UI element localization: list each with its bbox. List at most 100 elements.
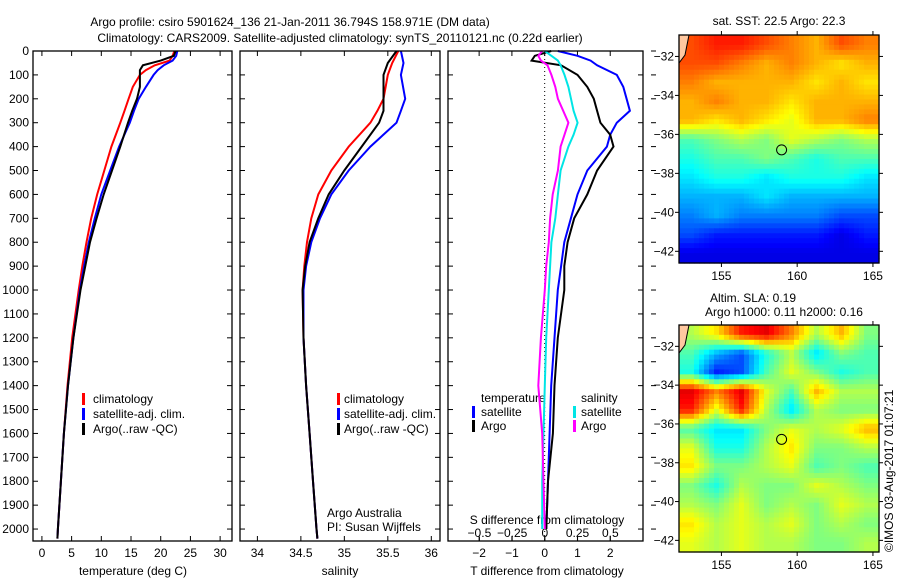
heatmap-cell	[799, 443, 805, 449]
heatmap-cell	[814, 408, 820, 415]
heatmap-cell	[739, 89, 745, 96]
heatmap-cell	[709, 253, 715, 259]
heatmap-cell	[754, 228, 760, 234]
heatmap-cell	[699, 349, 705, 356]
heatmap-cell	[809, 463, 815, 469]
heatmap-cell	[849, 542, 855, 548]
heatmap-cell	[854, 522, 860, 528]
heatmap-cell	[854, 153, 860, 160]
heatmap-cell	[719, 394, 725, 400]
heatmap-cell	[689, 438, 695, 445]
heatmap-cell	[859, 463, 865, 469]
heatmap-cell	[764, 537, 770, 543]
heatmap-cell	[789, 64, 795, 71]
heatmap-cell	[874, 193, 880, 200]
heatmap-cell	[804, 374, 810, 380]
heatmap-cell	[849, 99, 855, 105]
heatmap-cell	[769, 354, 775, 361]
x-tick-label: 1	[574, 546, 581, 560]
heatmap-cell	[704, 149, 710, 155]
heatmap-cell	[799, 64, 805, 71]
heatmap-cell	[849, 144, 855, 150]
heatmap-cell	[749, 497, 755, 504]
heatmap-cell	[739, 482, 745, 489]
heatmap-cell	[854, 173, 860, 180]
heatmap-cell	[714, 243, 720, 249]
heatmap-cell	[874, 532, 880, 538]
heatmap-cell	[874, 149, 880, 155]
heatmap-cell	[724, 104, 730, 110]
heatmap-cell	[749, 79, 755, 86]
heatmap-cell	[824, 193, 830, 200]
heatmap-cell	[819, 44, 825, 51]
heatmap-cell	[719, 468, 725, 474]
heatmap-cell	[739, 208, 745, 215]
heatmap-cell	[744, 379, 750, 385]
heatmap-cell	[849, 49, 855, 56]
heatmap-cell	[714, 448, 720, 454]
heatmap-cell	[859, 253, 865, 259]
heatmap-cell	[749, 487, 755, 494]
heatmap-cell	[744, 339, 750, 346]
heatmap-cell	[849, 183, 855, 190]
heatmap-cell	[874, 334, 880, 341]
heatmap-cell	[699, 183, 705, 190]
heatmap-cell	[774, 418, 780, 425]
heatmap-cell	[739, 35, 745, 41]
heatmap-cell	[744, 163, 750, 170]
heatmap-cell	[789, 59, 795, 66]
heatmap-cell	[854, 104, 860, 110]
heatmap-cell	[754, 379, 760, 385]
heatmap-cell	[724, 198, 730, 205]
heatmap-cell	[824, 243, 830, 249]
heatmap-cell	[859, 39, 865, 46]
heatmap-cell	[819, 129, 825, 135]
heatmap-cell	[759, 114, 765, 120]
heatmap-cell	[804, 413, 810, 420]
heatmap-cell	[794, 453, 800, 459]
heatmap-cell	[689, 497, 695, 504]
heatmap-cell	[734, 364, 740, 371]
heatmap-cell	[754, 334, 760, 341]
heatmap-cell	[744, 453, 750, 459]
heatmap-cell	[814, 344, 820, 351]
heatmap-cell	[699, 487, 705, 494]
heatmap-cell	[699, 99, 705, 105]
heatmap-cell	[684, 468, 690, 474]
heatmap-cell	[844, 134, 850, 140]
heatmap-cell	[814, 193, 820, 200]
heatmap-cell	[764, 325, 770, 331]
heatmap-cell	[854, 89, 860, 96]
heatmap-cell	[739, 443, 745, 449]
heatmap-cell	[749, 384, 755, 390]
heatmap-cell	[804, 487, 810, 494]
heatmap-cell	[754, 344, 760, 351]
heatmap-cell	[869, 84, 875, 91]
heatmap-cell	[714, 492, 720, 499]
heatmap-cell	[684, 547, 690, 553]
heatmap-cell	[824, 144, 830, 150]
heatmap-cell	[859, 233, 865, 239]
heatmap-cell	[844, 193, 850, 200]
heatmap-cell	[814, 39, 820, 46]
heatmap-cell	[874, 344, 880, 351]
heatmap-cell	[784, 334, 790, 341]
heatmap-cell	[794, 542, 800, 548]
heatmap-cell	[844, 344, 850, 351]
heatmap-cell	[854, 423, 860, 430]
heatmap-cell	[679, 349, 685, 356]
heatmap-cell	[749, 394, 755, 400]
heatmap-cell	[864, 183, 870, 190]
y-tick-label: −38	[654, 166, 675, 180]
heatmap-cell	[729, 129, 735, 135]
heatmap-cell	[794, 438, 800, 445]
heatmap-cell	[724, 248, 730, 254]
heatmap-cell	[679, 129, 685, 135]
heatmap-cell	[744, 527, 750, 533]
heatmap-cell	[804, 228, 810, 234]
heatmap-cell	[844, 178, 850, 185]
heatmap-cell	[834, 208, 840, 215]
heatmap-cell	[704, 99, 710, 105]
heatmap-cell	[689, 325, 695, 331]
heatmap-cell	[734, 228, 740, 234]
